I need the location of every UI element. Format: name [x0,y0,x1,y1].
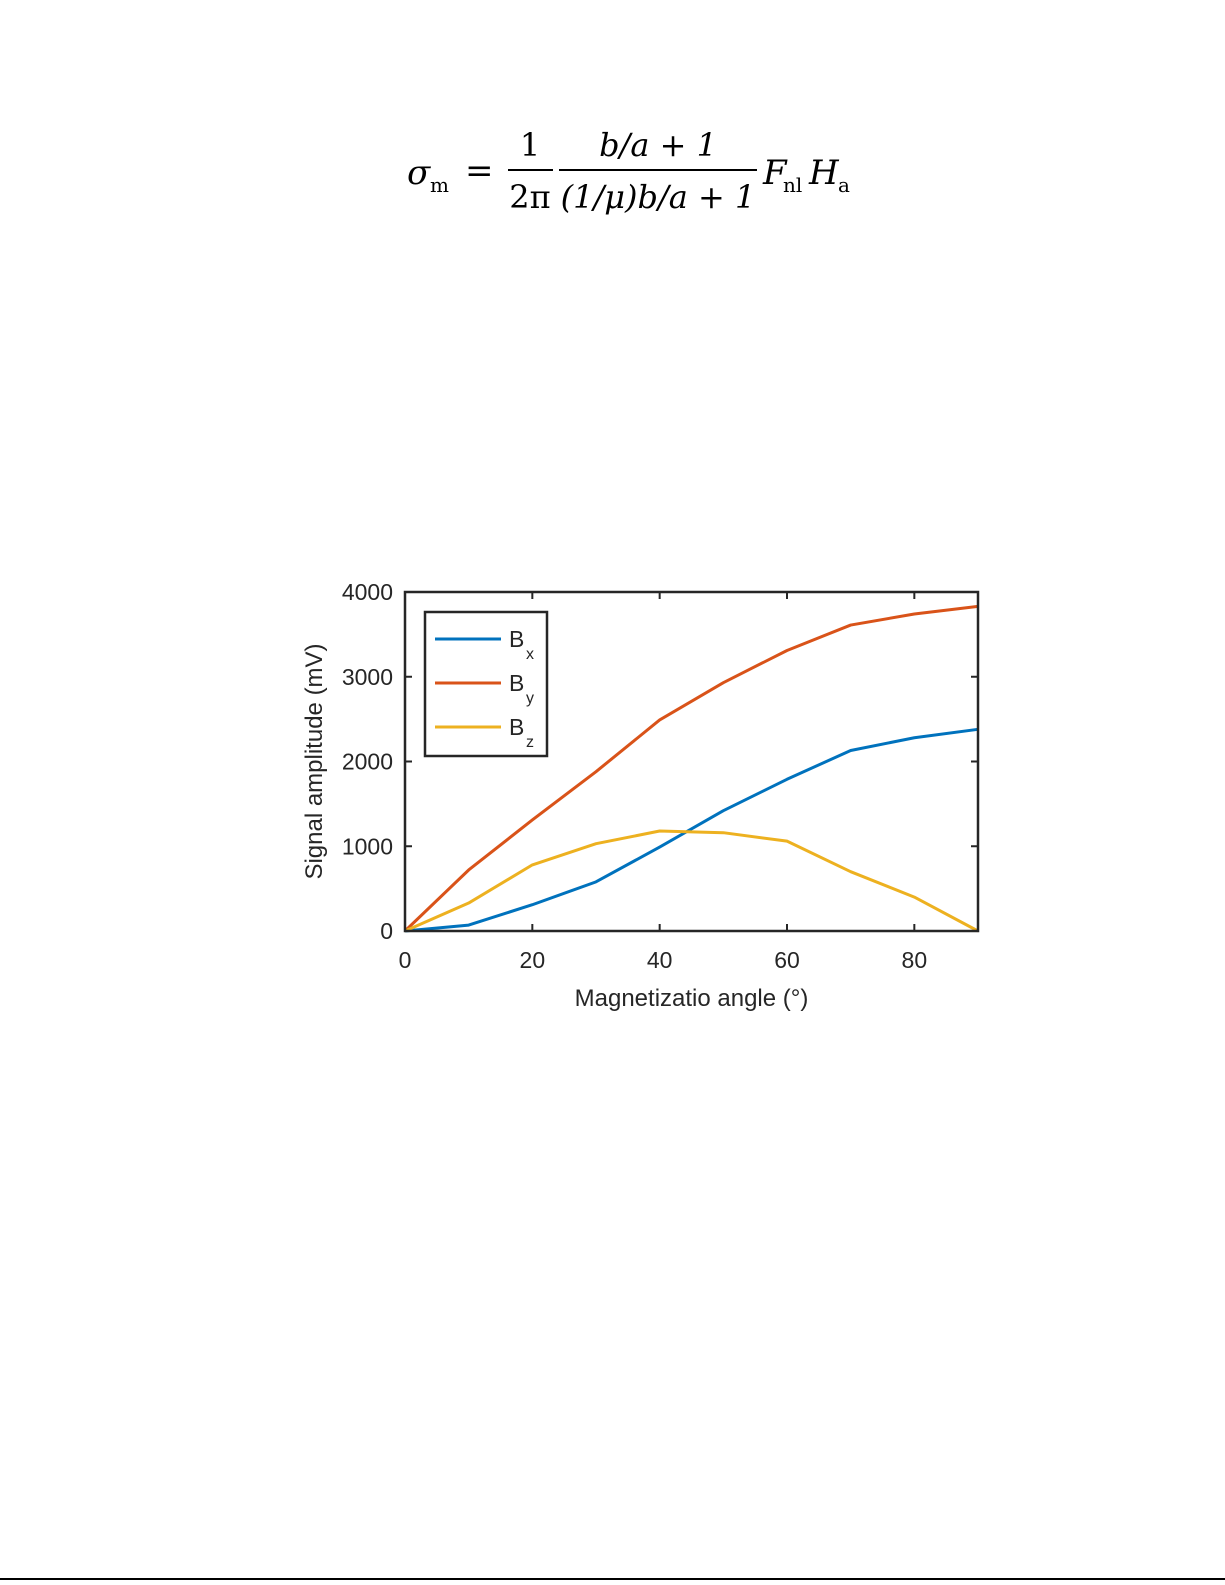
formula-frac2-num: b/a + 1 [599,126,717,164]
formula-sigma-sub: m [430,173,449,197]
y-tick-label: 4000 [342,579,393,605]
x-tick-label: 80 [902,947,928,973]
series-line-by [403,604,979,933]
x-axis-label: Magnetizatio angle (°) [575,985,809,1012]
signal-amplitude-chart: 0 20 40 60 80 0 1000 2000 3000 4000 Magnetizatio a… [301,579,980,1012]
formula-equals: = [465,151,494,191]
legend-label-bz: B [509,714,524,740]
x-tick-label: 20 [520,947,546,973]
y-tick-label: 1000 [342,833,393,859]
y-tick-label: 0 [380,918,393,944]
y-tick-label: 3000 [342,664,393,690]
legend-label-by: B [509,670,524,696]
x-tick-label: 40 [647,947,673,973]
y-axis-label: Signal amplitude (mV) [301,643,328,879]
formula-h: H [808,153,840,193]
series-line-bx [404,727,979,933]
legend-sub-bx: x [526,646,534,663]
formula-sigma: σ [407,153,431,193]
formula: σ m = 1 2π b/a + 1 (1/μ)b/a + 1 F nl H a [407,126,850,216]
legend-sub-bz: z [526,734,534,751]
formula-f-sub: nl [783,173,802,197]
formula-h-sub: a [838,173,850,197]
y-tick-label: 2000 [342,749,393,775]
page-bottom-rule [0,1578,1225,1580]
formula-frac1-den: 2π [509,178,550,216]
x-tick-label: 60 [774,947,800,973]
series-line-bz [404,829,979,933]
formula-f: F [762,153,788,193]
formula-frac1-num: 1 [520,126,540,164]
formula-frac2-den: (1/μ)b/a + 1 [561,178,756,216]
legend-sub-by: y [526,690,534,707]
x-tick-label: 0 [399,947,412,973]
legend-label-bx: B [509,626,524,652]
